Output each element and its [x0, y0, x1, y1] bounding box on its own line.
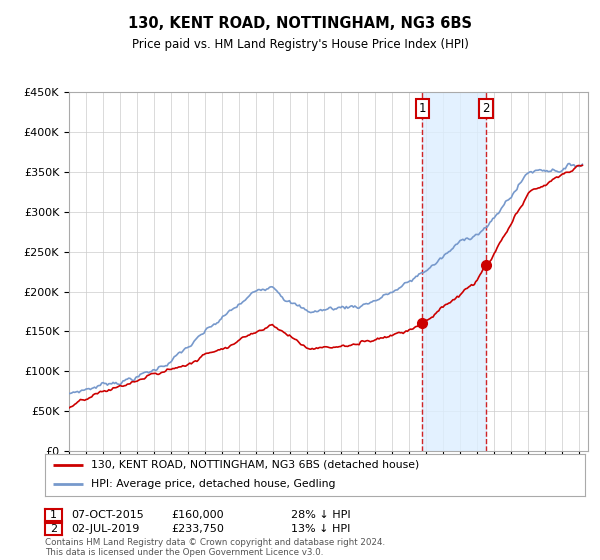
Text: Price paid vs. HM Land Registry's House Price Index (HPI): Price paid vs. HM Land Registry's House …	[131, 38, 469, 51]
Text: 2: 2	[50, 524, 57, 534]
Text: £233,750: £233,750	[171, 524, 224, 534]
Text: 02-JUL-2019: 02-JUL-2019	[71, 524, 139, 534]
Text: 1: 1	[419, 102, 426, 115]
Text: Contains HM Land Registry data © Crown copyright and database right 2024.
This d: Contains HM Land Registry data © Crown c…	[45, 538, 385, 557]
Text: 13% ↓ HPI: 13% ↓ HPI	[291, 524, 350, 534]
Bar	[422, 92, 486, 451]
Text: 2: 2	[482, 102, 490, 115]
Text: 1: 1	[50, 510, 57, 520]
Text: 28% ↓ HPI: 28% ↓ HPI	[291, 510, 350, 520]
Text: £160,000: £160,000	[171, 510, 224, 520]
Text: HPI: Average price, detached house, Gedling: HPI: Average price, detached house, Gedl…	[91, 479, 335, 489]
Text: 130, KENT ROAD, NOTTINGHAM, NG3 6BS: 130, KENT ROAD, NOTTINGHAM, NG3 6BS	[128, 16, 472, 31]
Text: 07-OCT-2015: 07-OCT-2015	[71, 510, 143, 520]
Text: 130, KENT ROAD, NOTTINGHAM, NG3 6BS (detached house): 130, KENT ROAD, NOTTINGHAM, NG3 6BS (det…	[91, 460, 419, 470]
